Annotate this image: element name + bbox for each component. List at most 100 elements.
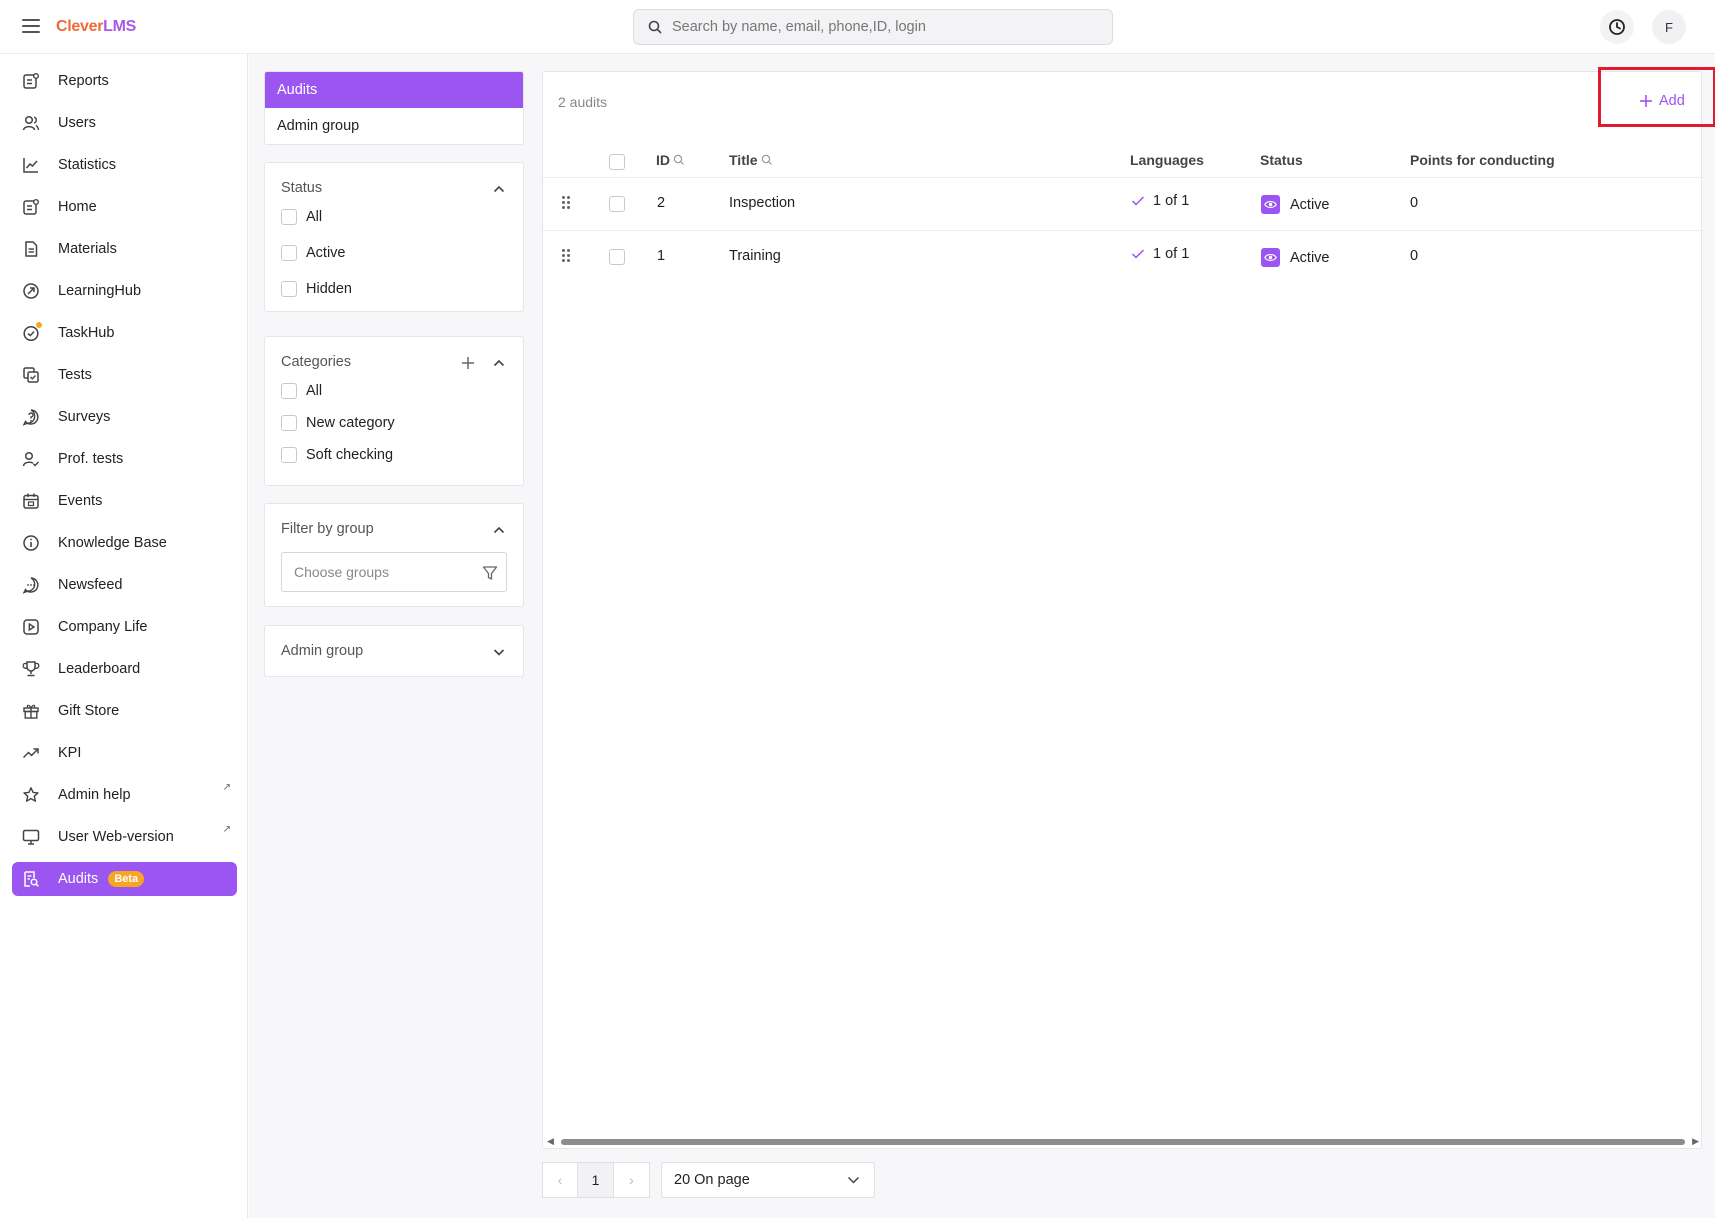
sidebar-item-newsfeed[interactable]: Newsfeed bbox=[12, 568, 237, 602]
sidebar-item-label: User Web-version bbox=[58, 829, 174, 845]
category-option-all[interactable]: All bbox=[281, 383, 322, 399]
tab-audits[interactable]: Audits bbox=[265, 72, 523, 108]
sidebar-item-statistics[interactable]: Statistics bbox=[12, 148, 237, 182]
sidebar-item-label: Materials bbox=[58, 241, 117, 257]
menu-icon[interactable] bbox=[22, 19, 40, 33]
category-option-soft-checking[interactable]: Soft checking bbox=[281, 447, 393, 463]
app-logo[interactable]: CleverLMS bbox=[56, 18, 136, 36]
checkbox-label: Hidden bbox=[306, 281, 352, 297]
chevron-up-icon[interactable] bbox=[493, 183, 505, 195]
checkbox[interactable] bbox=[281, 245, 297, 261]
chevron-up-icon[interactable] bbox=[493, 524, 505, 536]
search-icon[interactable] bbox=[761, 154, 773, 166]
notification-dot bbox=[36, 322, 42, 328]
next-page-button[interactable]: › bbox=[614, 1162, 650, 1198]
sidebar-item-label: Events bbox=[58, 493, 103, 509]
eye-icon[interactable] bbox=[1261, 248, 1280, 267]
sidebar-item-prof-tests[interactable]: Prof. tests bbox=[12, 442, 237, 476]
sidebar-item-label: Reports bbox=[58, 73, 109, 89]
sidebar-item-audits[interactable]: Audits Beta bbox=[12, 862, 237, 896]
search-input[interactable] bbox=[672, 19, 1092, 35]
languages-value: 1 of 1 bbox=[1153, 246, 1190, 262]
chevron-up-icon[interactable] bbox=[493, 357, 505, 369]
prev-page-button[interactable]: ‹ bbox=[542, 1162, 578, 1198]
learninghub-icon bbox=[20, 280, 42, 302]
categories-filter-title: Categories bbox=[281, 354, 352, 370]
search-icon bbox=[648, 20, 662, 34]
sidebar-item-label: TaskHub bbox=[58, 325, 115, 341]
status-option-hidden[interactable]: Hidden bbox=[281, 281, 352, 297]
checkbox[interactable] bbox=[281, 447, 297, 463]
sidebar-item-label: Surveys bbox=[58, 409, 111, 425]
trophy-icon bbox=[20, 658, 42, 680]
sidebar-item-home[interactable]: Home bbox=[12, 190, 237, 224]
choose-groups-field[interactable] bbox=[281, 552, 507, 592]
add-category-icon[interactable] bbox=[461, 356, 475, 370]
checkbox[interactable] bbox=[281, 383, 297, 399]
drag-handle-icon[interactable] bbox=[562, 249, 570, 263]
column-header-title[interactable]: Title bbox=[729, 152, 773, 168]
drag-handle-icon[interactable] bbox=[562, 196, 570, 210]
eye-icon[interactable] bbox=[1261, 195, 1280, 214]
page-button-current[interactable]: 1 bbox=[578, 1162, 614, 1198]
per-page-select[interactable]: 20 On page bbox=[661, 1162, 875, 1198]
sidebar-item-user-web-version[interactable]: User Web-version ↗ bbox=[12, 820, 237, 854]
sidebar-item-taskhub[interactable]: TaskHub bbox=[12, 316, 237, 350]
table-row[interactable]: 1 Training 1 of 1 Active 0 bbox=[543, 231, 1703, 283]
scroll-right-arrow-icon[interactable]: ▶ bbox=[1692, 1136, 1699, 1146]
home-icon bbox=[20, 196, 42, 218]
checkbox[interactable] bbox=[281, 281, 297, 297]
row-divider bbox=[543, 230, 1703, 231]
avatar[interactable]: F bbox=[1652, 10, 1686, 44]
global-search[interactable] bbox=[633, 9, 1113, 45]
cell-title[interactable]: Training bbox=[729, 248, 781, 264]
checkbox[interactable] bbox=[281, 209, 297, 225]
add-audit-button[interactable]: Add bbox=[1639, 93, 1685, 109]
table-row[interactable]: 2 Inspection 1 of 1 Active 0 bbox=[543, 178, 1703, 230]
sidebar-item-knowledge-base[interactable]: Knowledge Base bbox=[12, 526, 237, 560]
sidebar-item-learninghub[interactable]: LearningHub bbox=[12, 274, 237, 308]
sidebar-item-materials[interactable]: Materials bbox=[12, 232, 237, 266]
status-option-all[interactable]: All bbox=[281, 209, 322, 225]
sidebar-item-surveys[interactable]: Surveys bbox=[12, 400, 237, 434]
chevron-down-icon[interactable] bbox=[493, 646, 505, 658]
search-icon[interactable] bbox=[673, 154, 685, 166]
sidebar-item-gift-store[interactable]: Gift Store bbox=[12, 694, 237, 728]
select-all-checkbox[interactable] bbox=[609, 154, 625, 170]
column-header-points: Points for conducting bbox=[1410, 152, 1555, 168]
logo-part-lms: LMS bbox=[103, 18, 136, 35]
row-checkbox[interactable] bbox=[609, 196, 625, 212]
cell-title[interactable]: Inspection bbox=[729, 195, 796, 211]
pagination: ‹ 1 › bbox=[542, 1162, 650, 1198]
tab-admin-group[interactable]: Admin group bbox=[277, 118, 360, 134]
status-value: Active bbox=[1290, 249, 1330, 266]
admin-group-filter-panel[interactable]: Admin group bbox=[264, 625, 524, 677]
sidebar-item-admin-help[interactable]: Admin help ↗ bbox=[12, 778, 237, 812]
sidebar-item-company-life[interactable]: Company Life bbox=[12, 610, 237, 644]
group-filter-panel: Filter by group bbox=[264, 503, 524, 607]
sidebar-item-leaderboard[interactable]: Leaderboard bbox=[12, 652, 237, 686]
sidebar-item-users[interactable]: Users bbox=[12, 106, 237, 140]
checkbox[interactable] bbox=[281, 415, 297, 431]
category-option-new-category[interactable]: New category bbox=[281, 415, 395, 431]
history-button[interactable] bbox=[1600, 10, 1634, 44]
scroll-left-arrow-icon[interactable]: ◀ bbox=[547, 1136, 554, 1146]
filter-icon[interactable] bbox=[482, 565, 498, 581]
sidebar-item-reports[interactable]: Reports bbox=[12, 64, 237, 98]
scrollbar-thumb[interactable] bbox=[561, 1139, 1685, 1145]
row-checkbox[interactable] bbox=[609, 249, 625, 265]
status-option-active[interactable]: Active bbox=[281, 245, 346, 261]
sidebar-item-tests[interactable]: Tests bbox=[12, 358, 237, 392]
sidebar-item-events[interactable]: Events bbox=[12, 484, 237, 518]
cell-languages: 1 of 1 bbox=[1131, 193, 1189, 209]
reports-icon bbox=[20, 70, 42, 92]
choose-groups-input[interactable] bbox=[294, 564, 474, 580]
add-button-label: Add bbox=[1659, 93, 1685, 109]
horizontal-scrollbar[interactable]: ◀ ▶ bbox=[547, 1136, 1699, 1146]
audits-count: 2 audits bbox=[558, 94, 608, 110]
column-header-id[interactable]: ID bbox=[656, 152, 685, 168]
sidebar-item-kpi[interactable]: KPI bbox=[12, 736, 237, 770]
checkbox-label: Soft checking bbox=[306, 447, 394, 463]
check-icon bbox=[1131, 249, 1145, 259]
plus-icon bbox=[1640, 95, 1652, 107]
